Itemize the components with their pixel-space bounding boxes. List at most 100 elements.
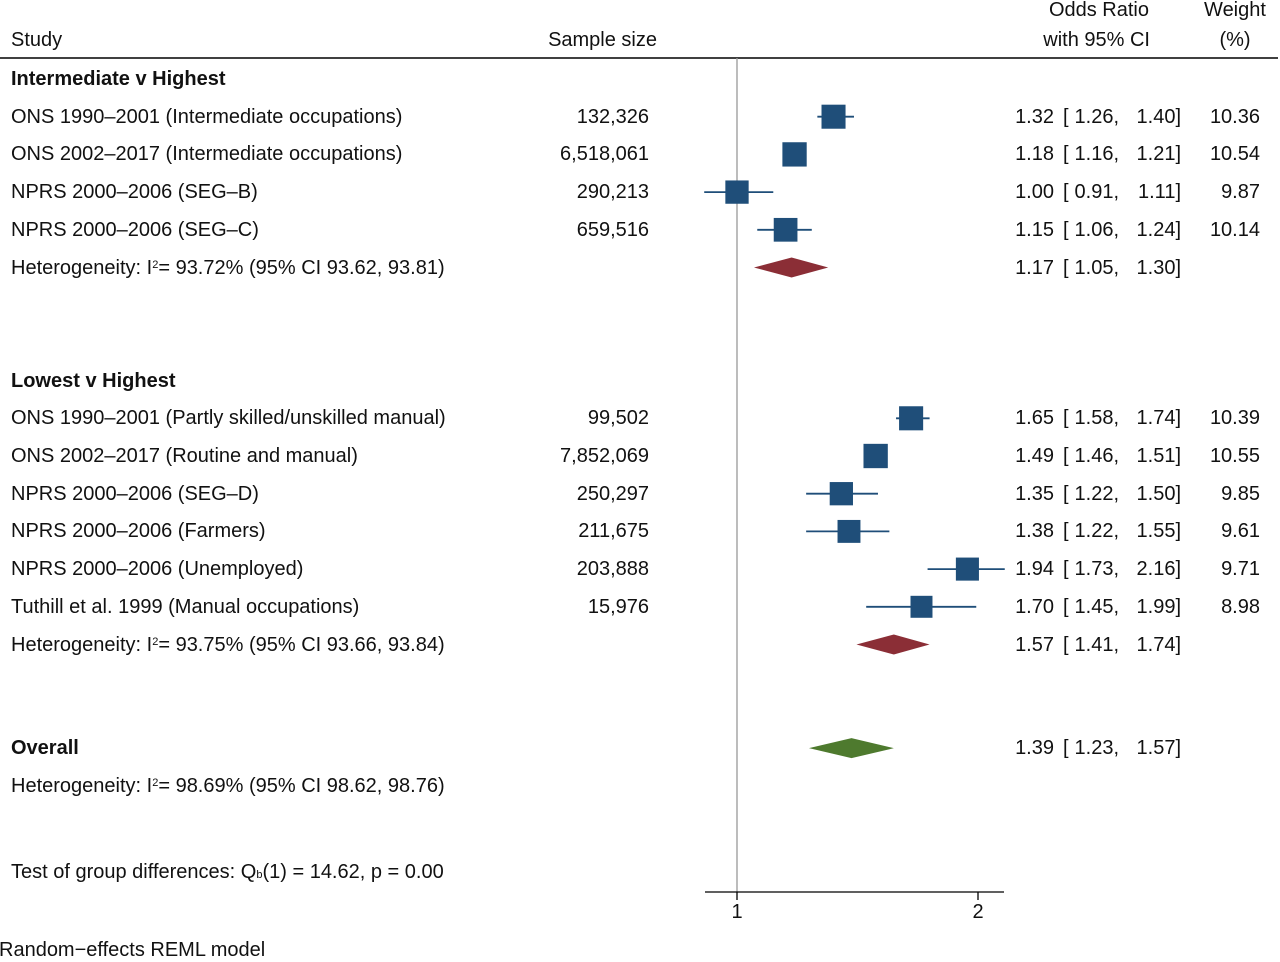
study-or: 1.35 <box>1015 482 1054 505</box>
study-or: 1.00 <box>1015 181 1054 204</box>
study-weight: 10.39 <box>1209 407 1260 430</box>
header-weight-line2: (%) <box>1219 29 1251 51</box>
x-tick-label: 1 <box>731 901 743 923</box>
study-ci-low: 1.16, <box>1074 143 1119 166</box>
study-marker <box>910 595 933 618</box>
subgroup-ci-low: 1.05, <box>1074 256 1119 279</box>
study-or: 1.94 <box>1015 558 1054 581</box>
study-sample-size: 203,888 <box>576 558 649 581</box>
study-sample-size: 6,518,061 <box>560 143 649 166</box>
study-marker <box>782 142 807 167</box>
study-weight: 8.98 <box>1221 595 1260 618</box>
study-marker <box>863 443 888 469</box>
study-label: NPRS 2000–2006 (SEG–B) <box>11 181 258 204</box>
study-label: NPRS 2000–2006 (SEG–D) <box>11 482 259 505</box>
header-or-line1: Odds Ratio <box>1048 0 1149 21</box>
study-weight: 10.14 <box>1209 218 1260 241</box>
study-ci-high: 1.21] <box>1136 143 1181 166</box>
study-label: NPRS 2000–2006 (Unemployed) <box>11 558 304 581</box>
study-label: ONS 2002–2017 (Routine and manual) <box>11 445 358 467</box>
study-bracket: [ <box>1063 105 1069 128</box>
study-label: Tuthill et al. 1999 (Manual occupations) <box>11 595 360 618</box>
study-marker <box>955 557 979 581</box>
study-ci-low: 1.26, <box>1074 105 1119 128</box>
study-sample-size: 99,502 <box>587 407 649 430</box>
header-sample-size: Sample size <box>548 29 657 51</box>
study-bracket: [ <box>1063 218 1069 241</box>
heterogeneity-label: Heterogeneity: I2= 93.72% (95% CI 93.62,… <box>11 256 445 279</box>
study-label: NPRS 2000–2006 (SEG–C) <box>11 218 259 241</box>
subgroup-or: 1.17 <box>1015 256 1054 279</box>
study-ci-high: 1.74] <box>1136 407 1181 430</box>
study-label: ONS 1990–2001 (Partly skilled/unskilled … <box>11 407 446 430</box>
study-ci-low: 0.91, <box>1074 181 1119 204</box>
study-ci-high: 1.99] <box>1136 595 1181 618</box>
study-ci-low: 1.22, <box>1074 520 1119 543</box>
subgroup-ci-high: 1.30] <box>1136 256 1181 279</box>
study-ci-high: 2.16] <box>1136 558 1181 581</box>
study-label: ONS 2002–2017 (Intermediate occupations) <box>11 143 403 166</box>
header-study: Study <box>11 29 63 51</box>
study-bracket: [ <box>1063 143 1069 166</box>
study-marker <box>773 217 798 242</box>
study-bracket: [ <box>1063 407 1069 430</box>
study-sample-size: 15,976 <box>587 595 649 618</box>
heterogeneity-label: Heterogeneity: I2= 93.75% (95% CI 93.66,… <box>11 633 445 656</box>
study-sample-size: 290,213 <box>576 181 649 204</box>
study-weight: 9.85 <box>1221 482 1260 505</box>
study-marker <box>725 180 749 204</box>
study-weight: 9.71 <box>1221 558 1260 581</box>
study-bracket: [ <box>1063 181 1069 204</box>
study-sample-size: 132,326 <box>576 105 649 128</box>
study-marker <box>821 104 846 129</box>
study-weight: 10.54 <box>1209 143 1260 166</box>
study-sample-size: 250,297 <box>576 482 649 505</box>
subgroup-diamond <box>753 257 829 278</box>
overall-ci-high: 1.57] <box>1136 737 1181 760</box>
subgroup-ci-high: 1.74] <box>1136 633 1181 656</box>
study-ci-high: 1.51] <box>1136 445 1181 467</box>
study-ci-low: 1.73, <box>1074 558 1119 581</box>
study-bracket: [ <box>1063 445 1069 467</box>
subgroup-or: 1.57 <box>1015 633 1054 656</box>
study-or: 1.49 <box>1015 445 1054 467</box>
x-tick-label: 2 <box>972 901 984 923</box>
overall-heterogeneity: Heterogeneity: I2= 98.69% (95% CI 98.62,… <box>11 774 445 797</box>
subgroup-bracket: [ <box>1063 256 1069 279</box>
study-or: 1.70 <box>1015 595 1054 618</box>
overall-bracket: [ <box>1063 737 1069 760</box>
study-marker <box>837 519 861 543</box>
study-ci-low: 1.46, <box>1074 445 1119 467</box>
study-sample-size: 7,852,069 <box>560 445 649 467</box>
overall-ci-low: 1.23, <box>1074 737 1119 760</box>
study-marker <box>829 482 853 506</box>
model-note: Random−effects REML model <box>0 939 266 961</box>
study-label: NPRS 2000–2006 (Farmers) <box>11 520 266 543</box>
study-ci-high: 1.24] <box>1136 218 1181 241</box>
study-label: ONS 1990–2001 (Intermediate occupations) <box>11 105 403 128</box>
study-weight: 9.61 <box>1221 520 1260 543</box>
study-or: 1.18 <box>1015 143 1054 166</box>
header-or-line2: with 95% CI <box>1043 29 1150 51</box>
subgroup-ci-low: 1.41, <box>1074 633 1119 656</box>
study-marker <box>899 406 924 431</box>
study-ci-high: 1.40] <box>1136 105 1181 128</box>
overall-title: Overall <box>11 737 79 760</box>
study-bracket: [ <box>1063 558 1069 581</box>
overall-diamond <box>808 738 894 759</box>
study-or: 1.32 <box>1015 105 1054 128</box>
study-bracket: [ <box>1063 482 1069 505</box>
study-ci-high: 1.50] <box>1136 482 1181 505</box>
subgroup-diamond <box>856 634 930 655</box>
study-or: 1.65 <box>1015 407 1054 430</box>
study-bracket: [ <box>1063 595 1069 618</box>
study-or: 1.15 <box>1015 218 1054 241</box>
study-weight: 10.55 <box>1209 445 1260 467</box>
study-ci-low: 1.45, <box>1074 595 1119 618</box>
study-weight: 10.36 <box>1209 105 1260 128</box>
study-ci-high: 1.11] <box>1138 181 1181 204</box>
study-sample-size: 659,516 <box>576 218 649 241</box>
study-or: 1.38 <box>1015 520 1054 543</box>
study-bracket: [ <box>1063 520 1069 543</box>
